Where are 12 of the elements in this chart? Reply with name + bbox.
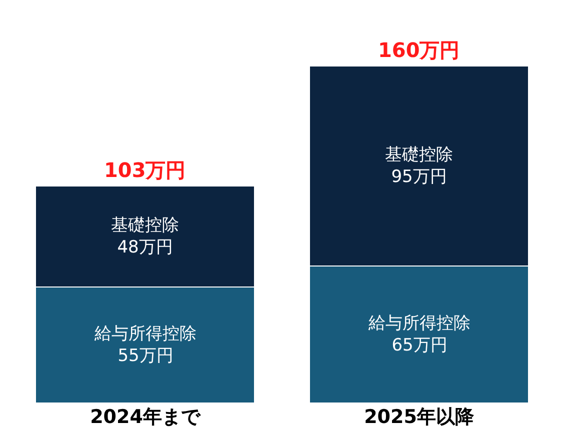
- text: 給与所得控除: [368, 313, 470, 334]
- total-label: 103万円: [104, 158, 186, 182]
- x-tick-label: 2024年まで: [90, 406, 201, 428]
- total-label: 160万円: [378, 38, 460, 62]
- text: 基礎控除: [385, 144, 453, 165]
- data-label: 55万円: [118, 346, 174, 366]
- series-label: 基礎控除: [111, 216, 179, 236]
- data-label: 48万円: [117, 238, 173, 258]
- x-tick-label: 2025年以降: [364, 406, 475, 428]
- data-label: 95万円: [391, 167, 447, 188]
- data-label: 65万円: [392, 336, 448, 356]
- series-label: 給与所得控除: [94, 324, 196, 344]
